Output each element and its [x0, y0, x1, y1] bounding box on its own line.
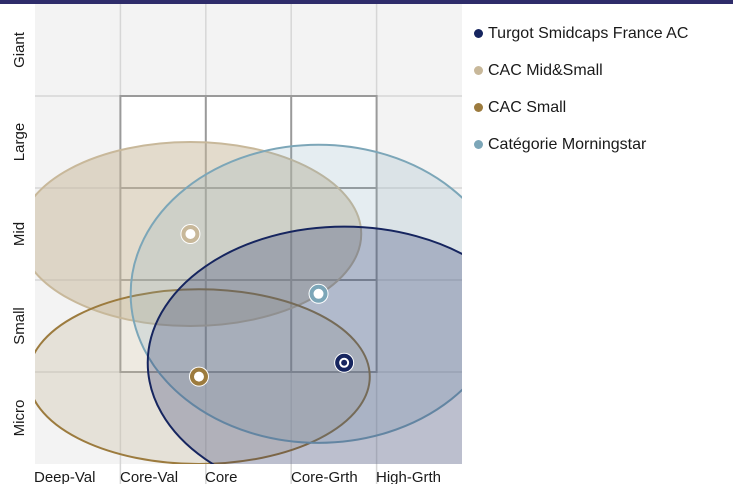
- legend-label: Catégorie Morningstar: [488, 135, 647, 153]
- y-tick-label: Micro: [11, 400, 28, 437]
- legend-item: Catégorie Morningstar: [474, 126, 688, 163]
- legend-item: CAC Small: [474, 89, 688, 126]
- ellipses: [35, 141, 462, 464]
- x-tick-label: Core-Val: [120, 469, 178, 484]
- series-ellipse: [146, 225, 462, 464]
- y-tick-label: Mid: [11, 222, 28, 246]
- y-tick-label: Small: [11, 307, 28, 345]
- legend-label: Turgot Smidcaps France AC: [488, 24, 689, 42]
- legend-label: CAC Mid&Small: [488, 61, 603, 79]
- series-marker: [309, 284, 328, 303]
- x-tick-label: Deep-Val: [34, 469, 95, 484]
- legend-label: CAC Small: [488, 98, 567, 116]
- x-tick-label: Core-Grth: [291, 469, 358, 484]
- series-marker: [181, 225, 200, 243]
- x-tick-labels: Deep-Val Core-Val Core Core-Grth High-Grth: [34, 469, 441, 484]
- y-tick-labels: Micro Small Mid Large Giant: [11, 31, 28, 436]
- x-tick-label: High-Grth: [376, 469, 441, 484]
- y-tick-label: Giant: [11, 31, 28, 68]
- legend-marker: [474, 140, 483, 149]
- markers: [180, 224, 355, 387]
- top-rule: [0, 0, 733, 4]
- legend: Turgot Smidcaps France AC CAC Mid&Small …: [474, 15, 688, 163]
- series-marker: [189, 367, 208, 386]
- series-marker-core: [341, 359, 348, 366]
- legend-marker: [474, 103, 483, 112]
- legend-marker: [474, 29, 483, 38]
- legend-item: CAC Mid&Small: [474, 52, 688, 89]
- series-ellipse: [129, 143, 462, 444]
- y-tick-label: Large: [11, 123, 28, 161]
- legend-item: Turgot Smidcaps France AC: [474, 15, 688, 52]
- legend-marker: [474, 66, 483, 75]
- x-tick-label: Core: [205, 469, 238, 484]
